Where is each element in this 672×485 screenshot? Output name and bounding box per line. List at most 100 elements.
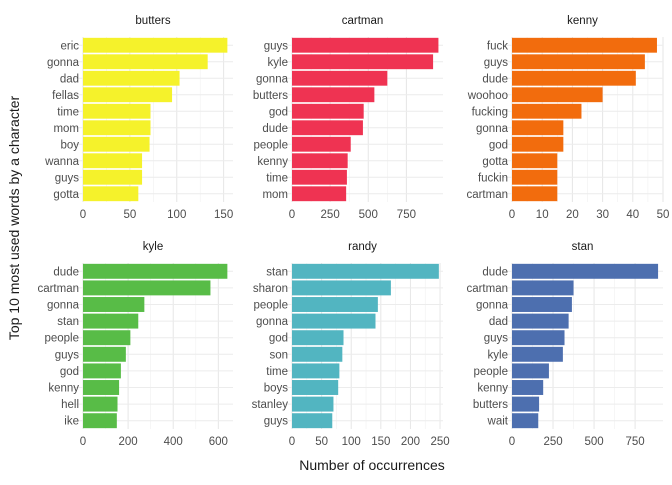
category-label: guys	[55, 349, 80, 361]
category-label: guys	[264, 40, 289, 52]
x-tick-label: 750	[397, 209, 416, 221]
bar-stan-wait	[512, 413, 539, 429]
bar-cartman-kenny	[292, 153, 348, 169]
bar-kyle-guys	[83, 346, 126, 362]
category-label: people	[473, 366, 508, 378]
bar-randy-people	[292, 297, 378, 312]
x-tick-label: 50	[123, 209, 136, 221]
category-label: ike	[64, 416, 79, 428]
bar-butters-gotta	[83, 186, 139, 202]
bar-randy-time	[292, 363, 340, 379]
x-tick-label: 10	[536, 209, 549, 221]
x-tick-label: 0	[80, 436, 86, 448]
category-label: people	[253, 139, 288, 151]
category-label: guys	[484, 57, 509, 69]
bar-cartman-god	[292, 103, 364, 119]
category-label: son	[269, 349, 288, 361]
facet-panel-randy: stan sharon people gonna god son time boys stanl…	[252, 241, 450, 448]
category-label: gonna	[47, 57, 80, 69]
category-label: gonna	[256, 73, 289, 85]
bar-kenny-god	[512, 136, 564, 152]
x-tick-label: 250	[543, 436, 562, 448]
bar-stan-butters	[512, 396, 540, 412]
category-label: god	[269, 333, 288, 345]
bar-butters-eric	[83, 37, 228, 53]
bar-cartman-gonna	[292, 70, 388, 86]
category-label: fucking	[472, 106, 508, 118]
x-tick-label: 0	[509, 436, 515, 448]
bar-stan-kenny	[512, 380, 544, 395]
bar-kenny-gonna	[512, 120, 564, 136]
bar-kyle-people	[83, 330, 131, 346]
bar-butters-guys	[83, 169, 143, 185]
category-label: fuck	[487, 40, 508, 52]
bar-butters-dad	[83, 70, 180, 86]
x-tick-label: 50	[315, 436, 328, 448]
bar-cartman-butters	[292, 87, 375, 103]
bar-kyle-gonna	[83, 297, 145, 312]
category-label: guys	[484, 333, 509, 345]
bar-cartman-people	[292, 136, 351, 152]
bar-kenny-dude	[512, 70, 636, 86]
category-label: stanley	[252, 399, 289, 411]
facet-title: stan	[572, 241, 594, 253]
facet-title: cartman	[342, 15, 384, 27]
bar-cartman-time	[292, 169, 347, 185]
x-tick-label: 500	[359, 209, 378, 221]
bar-kenny-woohoo	[512, 87, 603, 103]
category-label: dude	[482, 73, 508, 85]
category-label: god	[489, 139, 508, 151]
bar-stan-cartman	[512, 280, 574, 296]
x-tick-label: 0	[80, 209, 86, 221]
x-tick-label: 40	[626, 209, 639, 221]
bar-randy-guys	[292, 413, 333, 429]
facet-panel-kyle: dude cartman gonna stan people guys god kenny he…	[37, 241, 233, 448]
bar-randy-sharon	[292, 280, 391, 296]
facet-title: butters	[135, 15, 170, 27]
bar-cartman-guys	[292, 37, 439, 53]
bar-kyle-cartman	[83, 280, 211, 296]
category-label: cartman	[37, 283, 79, 295]
bar-cartman-dude	[292, 120, 363, 136]
category-label: fellas	[52, 90, 79, 102]
category-label: god	[60, 366, 79, 378]
x-tick-label: 0	[289, 209, 295, 221]
category-label: dad	[489, 316, 508, 328]
category-label: butters	[473, 399, 508, 411]
bar-butters-boy	[83, 136, 150, 152]
facet-title: kenny	[567, 15, 598, 27]
facet-title: randy	[348, 241, 377, 253]
category-label: kyle	[268, 57, 288, 69]
facet-panel-kenny: fuck guys dude woohoo fucking gonna god gotta fu…	[466, 15, 669, 221]
category-label: boys	[264, 383, 289, 395]
category-label: cartman	[466, 283, 508, 295]
facet-panel-butters: eric gonna dad fellas time mom boy wanna guys got…	[44, 15, 233, 221]
category-label: people	[253, 300, 288, 312]
x-tick-label: 100	[342, 436, 361, 448]
bar-cartman-mom	[292, 186, 347, 202]
bar-kenny-fucking	[512, 103, 582, 119]
bar-kyle-god	[83, 363, 121, 379]
category-label: cartman	[466, 189, 508, 201]
bar-stan-guys	[512, 330, 565, 346]
category-label: god	[269, 106, 288, 118]
x-tick-label: 30	[596, 209, 609, 221]
bar-stan-dad	[512, 313, 569, 329]
category-label: time	[266, 366, 288, 378]
category-label: dad	[60, 73, 79, 85]
category-label: woohoo	[467, 90, 508, 102]
facet-panel-cartman: guys kyle gonna butters god dude people kenny ti…	[253, 15, 443, 221]
bar-randy-stan	[292, 263, 439, 279]
bar-randy-stanley	[292, 396, 334, 412]
bar-stan-gonna	[512, 297, 572, 312]
x-tick-label: 50	[657, 209, 670, 221]
bar-kyle-dude	[83, 263, 228, 279]
x-tick-label: 250	[430, 436, 449, 448]
category-label: eric	[60, 40, 79, 52]
category-label: kenny	[257, 156, 288, 168]
category-label: dude	[53, 266, 79, 278]
bar-kyle-stan	[83, 313, 139, 329]
category-label: kyle	[488, 349, 508, 361]
x-tick-label: 0	[289, 436, 295, 448]
category-label: gonna	[476, 123, 509, 135]
